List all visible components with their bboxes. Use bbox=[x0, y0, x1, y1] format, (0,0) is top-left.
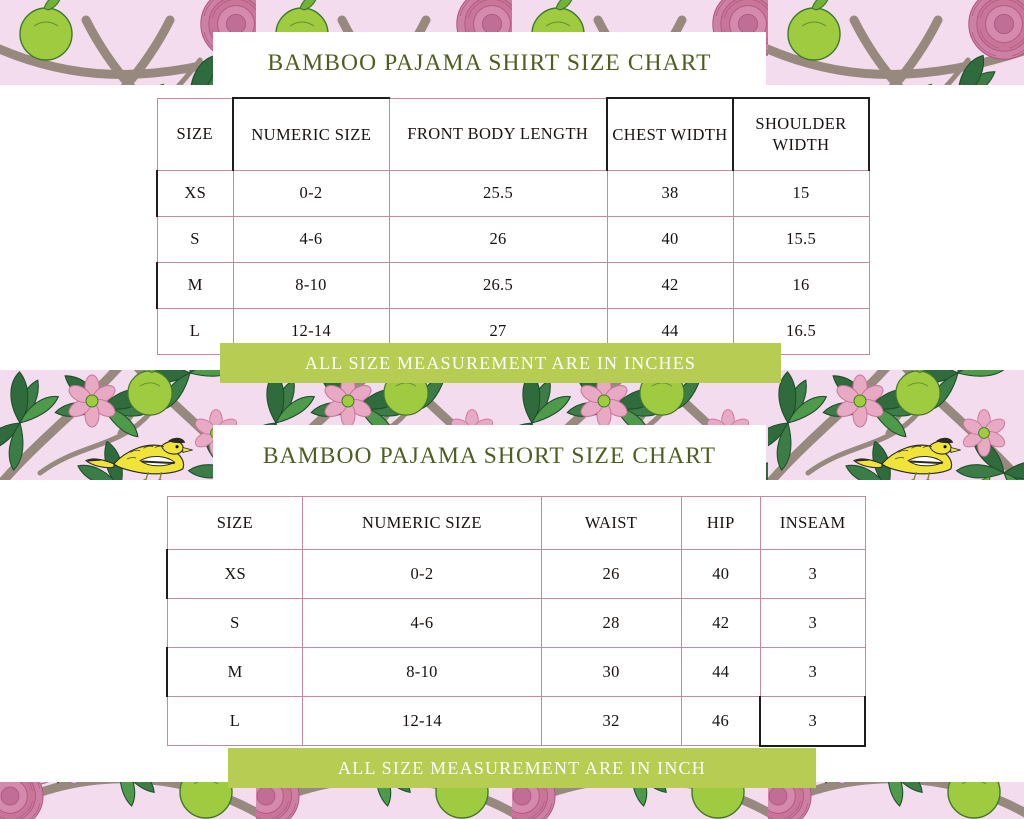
table-header-row: SIZE NUMERIC SIZE FRONT BODY LENGTH CHES… bbox=[156, 97, 870, 171]
cell-shoulder-width: 15.5 bbox=[732, 215, 870, 263]
cell-numeric-size: 8-10 bbox=[232, 261, 390, 309]
cell-chest-width: 42 bbox=[606, 261, 734, 309]
short-measurement-note: ALL SIZE MEASUREMENT ARE IN INCH bbox=[338, 757, 706, 778]
col-header-size: SIZE bbox=[166, 496, 304, 550]
cell-chest-width: 40 bbox=[606, 215, 734, 263]
cell-numeric-size: 4-6 bbox=[232, 215, 390, 263]
table-row: S 4-6 28 42 3 bbox=[166, 598, 866, 648]
shirt-title-band: BAMBOO PAJAMA SHIRT SIZE CHART bbox=[213, 32, 766, 95]
col-header-numeric-size: NUMERIC SIZE bbox=[302, 496, 542, 550]
cell-size: L bbox=[166, 696, 304, 746]
cell-waist: 28 bbox=[540, 598, 682, 648]
table-row: S 4-6 26 40 15.5 bbox=[156, 215, 870, 263]
short-measurement-note-banner: ALL SIZE MEASUREMENT ARE IN INCH bbox=[228, 748, 816, 788]
cell-size: XS bbox=[156, 169, 234, 217]
shirt-measurement-note-banner: ALL SIZE MEASUREMENT ARE IN INCHES bbox=[220, 343, 781, 383]
cell-numeric-size: 0-2 bbox=[302, 549, 542, 599]
table-row: L 12-14 32 46 3 bbox=[166, 696, 866, 747]
cell-size: M bbox=[156, 261, 234, 309]
cell-inseam: 3 bbox=[759, 696, 866, 747]
shirt-size-table: SIZE NUMERIC SIZE FRONT BODY LENGTH CHES… bbox=[156, 97, 870, 355]
cell-numeric-size: 12-14 bbox=[302, 696, 542, 746]
cell-numeric-size: 4-6 bbox=[302, 598, 542, 648]
col-header-front-body-length: FRONT BODY LENGTH bbox=[388, 97, 608, 171]
cell-shoulder-width: 16 bbox=[732, 261, 870, 309]
cell-waist: 30 bbox=[540, 647, 682, 697]
cell-inseam: 3 bbox=[759, 549, 866, 599]
page-title-short: BAMBOO PAJAMA SHORT SIZE CHART bbox=[262, 443, 717, 469]
col-header-shoulder-width: SHOULDER WIDTH bbox=[732, 97, 870, 171]
cell-inseam: 3 bbox=[759, 598, 866, 648]
col-header-waist: WAIST bbox=[540, 496, 682, 550]
table-row: XS 0-2 25.5 38 15 bbox=[156, 169, 870, 217]
col-header-numeric-size: NUMERIC SIZE bbox=[232, 97, 390, 171]
cell-hip: 46 bbox=[680, 696, 761, 746]
cell-size: S bbox=[166, 598, 304, 648]
cell-hip: 44 bbox=[680, 647, 761, 697]
cell-size: XS bbox=[166, 549, 304, 599]
table-row: M 8-10 26.5 42 16 bbox=[156, 261, 870, 309]
shirt-measurement-note: ALL SIZE MEASUREMENT ARE IN INCHES bbox=[304, 352, 697, 373]
table-header-row: SIZE NUMERIC SIZE WAIST HIP INSEAM bbox=[166, 496, 866, 550]
cell-numeric-size: 8-10 bbox=[302, 647, 542, 697]
cell-shoulder-width: 15 bbox=[732, 169, 870, 217]
cell-hip: 42 bbox=[680, 598, 761, 648]
cell-chest-width: 38 bbox=[606, 169, 734, 217]
col-header-inseam: INSEAM bbox=[759, 496, 866, 550]
cell-size: S bbox=[156, 215, 234, 263]
page-title-shirt: BAMBOO PAJAMA SHIRT SIZE CHART bbox=[267, 50, 712, 76]
cell-inseam: 3 bbox=[759, 647, 866, 697]
cell-size: M bbox=[166, 647, 304, 697]
table-row: XS 0-2 26 40 3 bbox=[166, 549, 866, 599]
cell-waist: 32 bbox=[540, 696, 682, 746]
col-header-size: SIZE bbox=[156, 97, 234, 171]
cell-front-body-length: 25.5 bbox=[388, 169, 608, 217]
short-title-band: BAMBOO PAJAMA SHORT SIZE CHART bbox=[213, 425, 766, 488]
cell-hip: 40 bbox=[680, 549, 761, 599]
cell-numeric-size: 0-2 bbox=[232, 169, 390, 217]
col-header-hip: HIP bbox=[680, 496, 761, 550]
short-size-table: SIZE NUMERIC SIZE WAIST HIP INSEAM XS 0-… bbox=[166, 496, 866, 747]
cell-waist: 26 bbox=[540, 549, 682, 599]
table-row: M 8-10 30 44 3 bbox=[166, 647, 866, 697]
cell-front-body-length: 26.5 bbox=[388, 261, 608, 309]
col-header-chest-width: CHEST WIDTH bbox=[606, 97, 734, 171]
cell-front-body-length: 26 bbox=[388, 215, 608, 263]
